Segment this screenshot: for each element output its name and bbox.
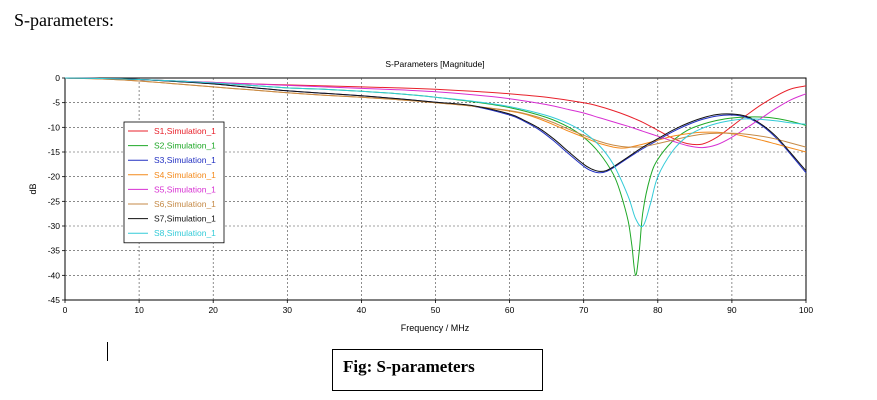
y-tick-label: -30 xyxy=(48,221,61,231)
legend-label: S4,Simulation_1 xyxy=(154,170,216,180)
x-axis-label: Frequency / MHz xyxy=(401,323,470,333)
series-line-s5 xyxy=(64,77,807,149)
x-tick-label: 20 xyxy=(208,305,218,315)
legend-label: S6,Simulation_1 xyxy=(154,199,216,209)
series-line-s6 xyxy=(64,77,807,148)
legend: S1,Simulation_1 S2,Simulation_1 S3,Simulat… xyxy=(123,121,225,244)
x-tick-label: 30 xyxy=(283,305,293,315)
tick-labels: 0 10 20 30 40 50 60 70 80 90 100 0 -5 -10 -15 -20 -25 -30… xyxy=(48,73,814,315)
series-line-s8 xyxy=(64,77,807,228)
chart-title: S-Parameters [Magnitude] xyxy=(385,59,484,69)
s-parameters-chart: S-Parameters [Magnitude] 0 10 20 30 40 50 60 70… xyxy=(28,59,814,333)
x-tick-label: 0 xyxy=(63,305,68,315)
y-tick-label: -5 xyxy=(52,98,60,108)
x-tick-label: 90 xyxy=(727,305,737,315)
y-tick-label: -10 xyxy=(48,122,61,132)
series-line-s7 xyxy=(64,77,807,172)
legend-label: S8,Simulation_1 xyxy=(154,228,216,238)
y-tick-label: 0 xyxy=(55,73,60,83)
figure-caption-box: Fig: S-parameters xyxy=(332,349,543,391)
figure-caption: Fig: S-parameters xyxy=(343,357,475,376)
y-tick-label: -35 xyxy=(48,246,61,256)
x-tick-label: 100 xyxy=(799,305,813,315)
y-tick-label: -25 xyxy=(48,196,61,206)
x-tick-label: 40 xyxy=(357,305,367,315)
x-tick-label: 80 xyxy=(653,305,663,315)
legend-label: S1,Simulation_1 xyxy=(154,126,216,136)
y-tick-label: -45 xyxy=(48,295,61,305)
legend-label: S5,Simulation_1 xyxy=(154,184,216,194)
y-axis-label: dB xyxy=(28,183,38,194)
x-tick-label: 60 xyxy=(505,305,515,315)
chart-svg: S-Parameters [Magnitude] 0 10 20 30 40 50 60 70… xyxy=(28,59,814,333)
legend-label: S2,Simulation_1 xyxy=(154,141,216,151)
series-lines xyxy=(64,77,807,276)
x-tick-label: 70 xyxy=(579,305,589,315)
y-tick-label: -40 xyxy=(48,270,61,280)
legend-box xyxy=(123,121,225,244)
legend-label: S3,Simulation_1 xyxy=(154,155,216,165)
y-tick-label: -20 xyxy=(48,172,61,182)
x-tick-label: 50 xyxy=(431,305,441,315)
legend-label: S7,Simulation_1 xyxy=(154,214,216,224)
y-tick-label: -15 xyxy=(48,147,61,157)
text-cursor xyxy=(107,342,108,361)
x-tick-label: 10 xyxy=(134,305,144,315)
document-heading: S-parameters: xyxy=(14,10,114,30)
